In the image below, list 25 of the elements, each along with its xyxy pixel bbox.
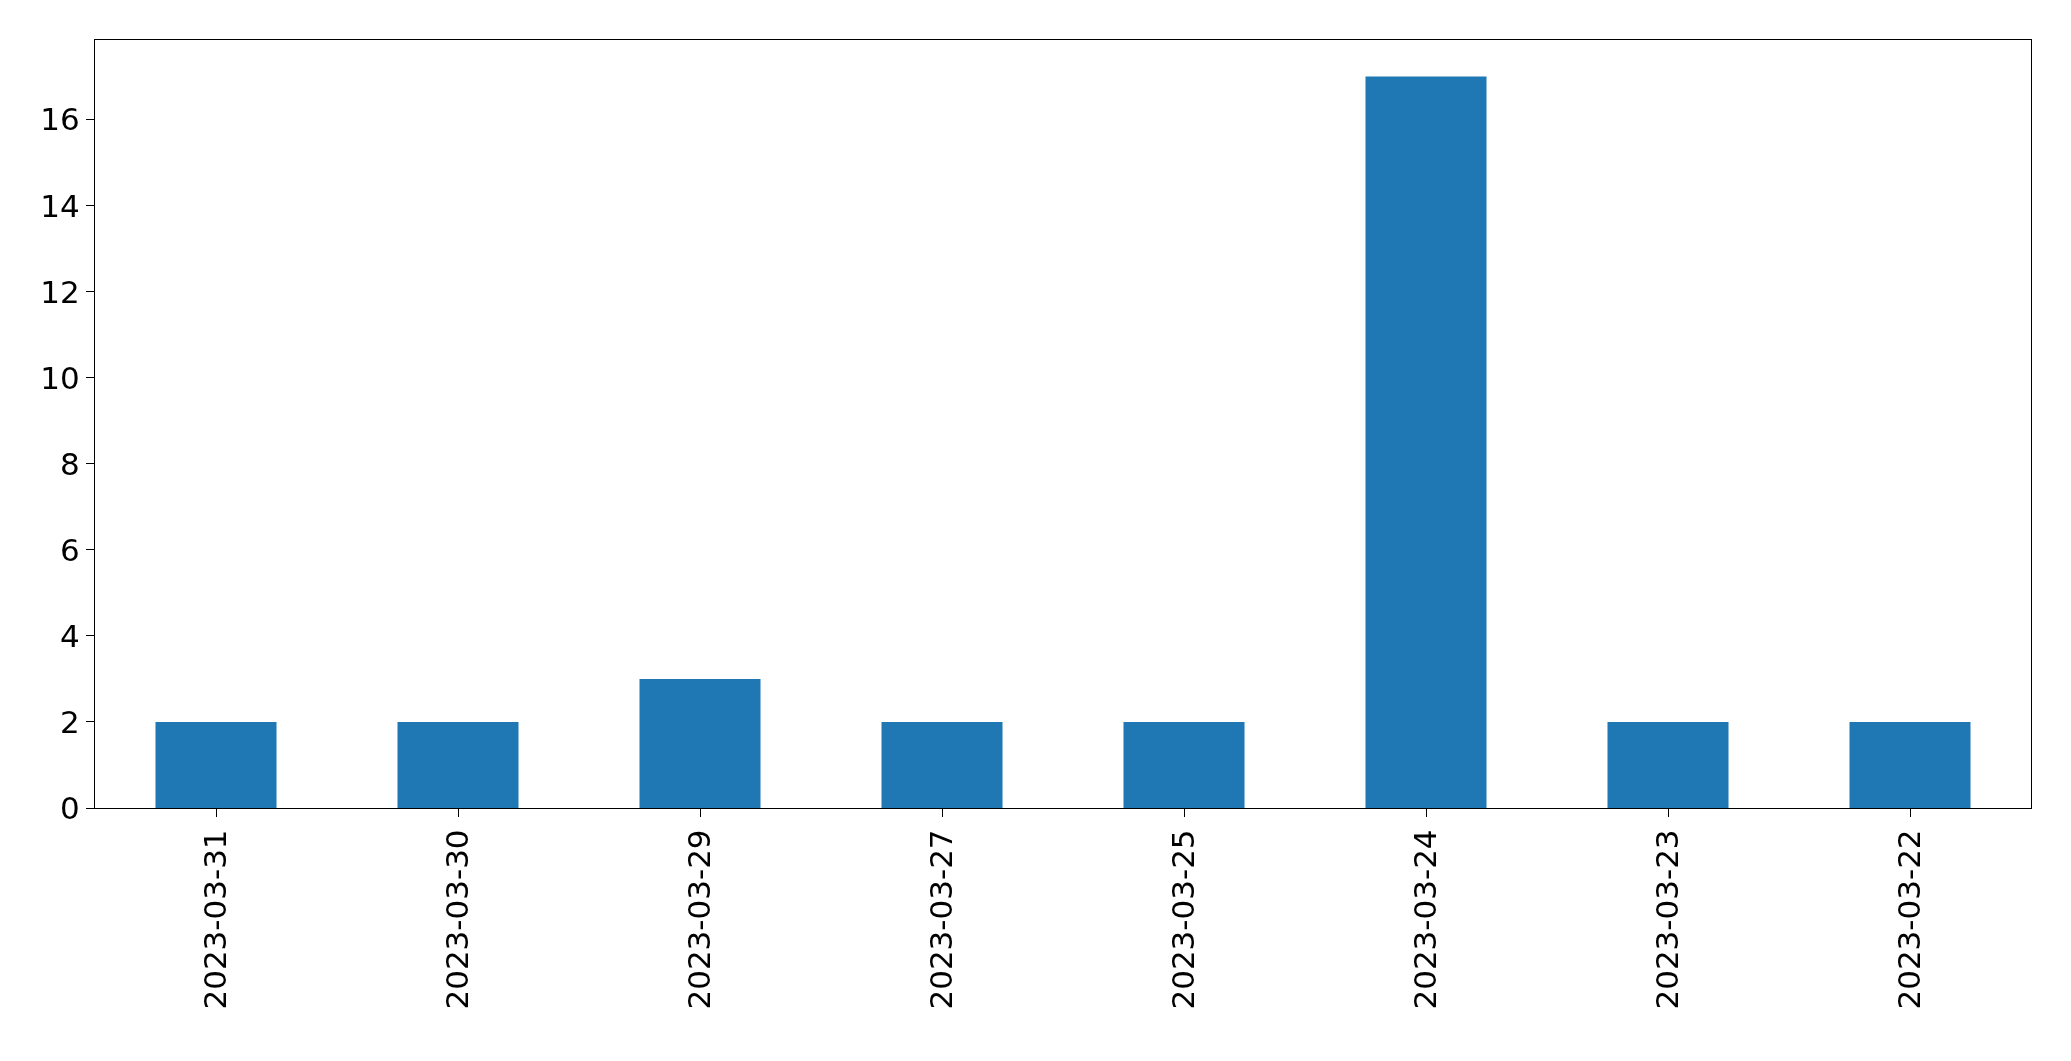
x-tick-label: 2023-03-23 <box>1649 829 1686 1010</box>
bar <box>1123 721 1245 808</box>
x-tick-label: 2023-03-27 <box>923 829 960 1010</box>
y-tick-label: 4 <box>60 617 80 654</box>
x-tick-label: 2023-03-22 <box>1891 829 1928 1010</box>
y-tick-label: 6 <box>60 531 80 568</box>
bar <box>1607 721 1729 808</box>
x-tick-label: 2023-03-30 <box>439 829 476 1010</box>
bar <box>881 721 1003 808</box>
x-tick-label: 2023-03-29 <box>681 829 718 1010</box>
y-tick-label: 12 <box>40 273 80 310</box>
bar <box>1365 76 1487 808</box>
y-tick-label: 14 <box>40 187 80 224</box>
x-tick-label: 2023-03-31 <box>197 829 234 1010</box>
x-tick-label: 2023-03-24 <box>1407 829 1444 1010</box>
bar <box>397 721 519 808</box>
y-tick-label: 16 <box>40 101 80 138</box>
y-tick-label: 2 <box>60 703 80 740</box>
y-tick-label: 10 <box>40 359 80 396</box>
y-tick-label: 8 <box>60 445 80 482</box>
bar <box>155 721 277 808</box>
x-tick-label: 2023-03-25 <box>1165 829 1202 1010</box>
bar <box>639 678 761 808</box>
y-tick-label: 0 <box>60 789 80 826</box>
bar <box>1849 721 1971 808</box>
